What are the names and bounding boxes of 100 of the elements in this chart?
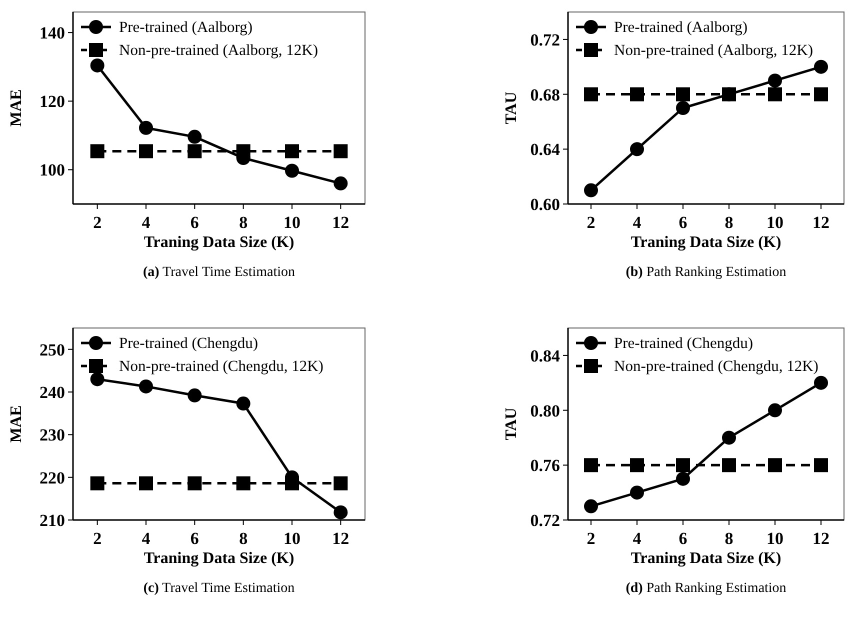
x-tick-label: 2	[93, 213, 102, 232]
y-tick-label: 0.72	[530, 30, 560, 50]
point	[285, 144, 299, 158]
y-tick-label: 0.68	[530, 85, 560, 104]
x-axis-title: Traning Data Size (K)	[630, 550, 782, 567]
x-tick-label: 2	[586, 213, 596, 232]
x-tick-label: 10	[284, 213, 300, 232]
y-axis-title: TAU	[503, 91, 520, 124]
point	[814, 87, 828, 102]
y-tick-label: 0.76	[530, 456, 560, 476]
point	[188, 476, 202, 490]
x-tick-label: 2	[93, 529, 102, 548]
y-tick-label: 240	[40, 383, 65, 402]
text: (a) Travel Time Estimation	[142, 265, 296, 280]
legend-label: Non-pre-trained (Aalborg, 12K)	[614, 42, 813, 59]
point	[584, 499, 598, 514]
text: (c) Travel Time Estimation	[143, 581, 295, 596]
y-tick-label: 140	[40, 24, 65, 43]
point	[334, 176, 348, 190]
y-tick-label: 0.80	[530, 401, 560, 420]
legend-label: Non-pre-trained (Chengdu, 12K)	[119, 358, 324, 375]
point	[334, 505, 348, 520]
y-tick-label: 0.60	[530, 195, 560, 214]
point	[188, 144, 202, 158]
text: (b) Path Ranking Estimation	[626, 265, 786, 280]
legend-label: Pre-trained (Chengdu)	[119, 335, 258, 352]
point	[630, 458, 644, 472]
x-axis-title: Traning Data Size (K)	[630, 234, 782, 251]
x-tick-label: 8	[239, 529, 248, 548]
point	[139, 476, 153, 490]
x-axis-title: Traning Data Size (K)	[144, 234, 294, 251]
point	[139, 379, 153, 394]
y-tick-label: 250	[40, 340, 65, 360]
point	[676, 101, 690, 115]
x-tick-label: 8	[724, 529, 734, 548]
point	[334, 476, 348, 490]
x-tick-label: 12	[332, 213, 350, 232]
x-tick-label: 4	[632, 529, 642, 548]
x-tick-label: 12	[812, 529, 830, 548]
y-tick-label: 0.72	[530, 511, 560, 530]
point	[236, 476, 250, 490]
y-tick-label: 230	[40, 426, 65, 445]
text: (d) Path Ranking Estimation	[626, 581, 786, 596]
y-tick-label: 210	[40, 511, 65, 530]
point	[630, 142, 644, 156]
x-tick-label: 6	[678, 213, 688, 232]
point	[584, 183, 598, 198]
y-axis-title: MAE	[8, 405, 25, 443]
point	[768, 87, 782, 102]
point	[90, 372, 104, 386]
point	[90, 476, 104, 490]
point	[722, 430, 736, 445]
y-tick-label: 0.64	[530, 140, 560, 160]
y-axis-title: TAU	[503, 407, 520, 440]
point	[584, 458, 598, 472]
x-tick-label: 10	[766, 529, 784, 548]
x-tick-label: 10	[766, 213, 784, 232]
x-tick-label: 12	[812, 213, 830, 232]
x-tick-label: 6	[190, 529, 199, 548]
point	[139, 120, 153, 135]
y-tick-label: 120	[40, 92, 65, 112]
point	[630, 87, 644, 102]
legend-label: Pre-trained (Chengdu)	[614, 335, 754, 352]
point	[584, 87, 598, 102]
point	[814, 376, 828, 390]
point	[630, 486, 644, 500]
legend-label: Non-pre-trained (Aalborg, 12K)	[119, 42, 318, 59]
y-axis-title: MAE	[8, 89, 25, 127]
point	[188, 388, 202, 402]
x-tick-label: 2	[586, 529, 596, 548]
point	[285, 164, 299, 178]
point	[722, 458, 736, 472]
y-tick-label: 0.84	[530, 346, 560, 366]
x-tick-label: 8	[724, 213, 734, 232]
point	[236, 396, 250, 411]
x-tick-label: 6	[678, 529, 688, 548]
x-axis-title: Traning Data Size (K)	[144, 550, 294, 567]
y-tick-label: 220	[40, 468, 65, 488]
point	[676, 87, 690, 102]
point	[334, 144, 348, 158]
y-tick-label: 100	[40, 160, 65, 180]
legend-label: Pre-trained (Aalborg)	[119, 19, 253, 36]
x-tick-label: 10	[284, 529, 300, 548]
x-tick-label: 6	[190, 213, 199, 232]
x-tick-label: 4	[142, 529, 151, 548]
point	[814, 458, 828, 472]
legend-label: Non-pre-trained (Chengdu, 12K)	[614, 358, 818, 375]
point	[188, 130, 202, 144]
point	[768, 74, 782, 88]
x-tick-label: 4	[632, 213, 642, 232]
point	[768, 458, 782, 472]
x-tick-label: 8	[239, 213, 248, 232]
point	[768, 403, 782, 418]
x-tick-label: 12	[332, 529, 350, 548]
point	[90, 58, 104, 72]
legend-label: Pre-trained (Aalborg)	[614, 19, 748, 36]
point	[676, 472, 690, 486]
x-tick-label: 4	[142, 213, 151, 232]
point	[139, 144, 153, 158]
point	[814, 60, 828, 74]
